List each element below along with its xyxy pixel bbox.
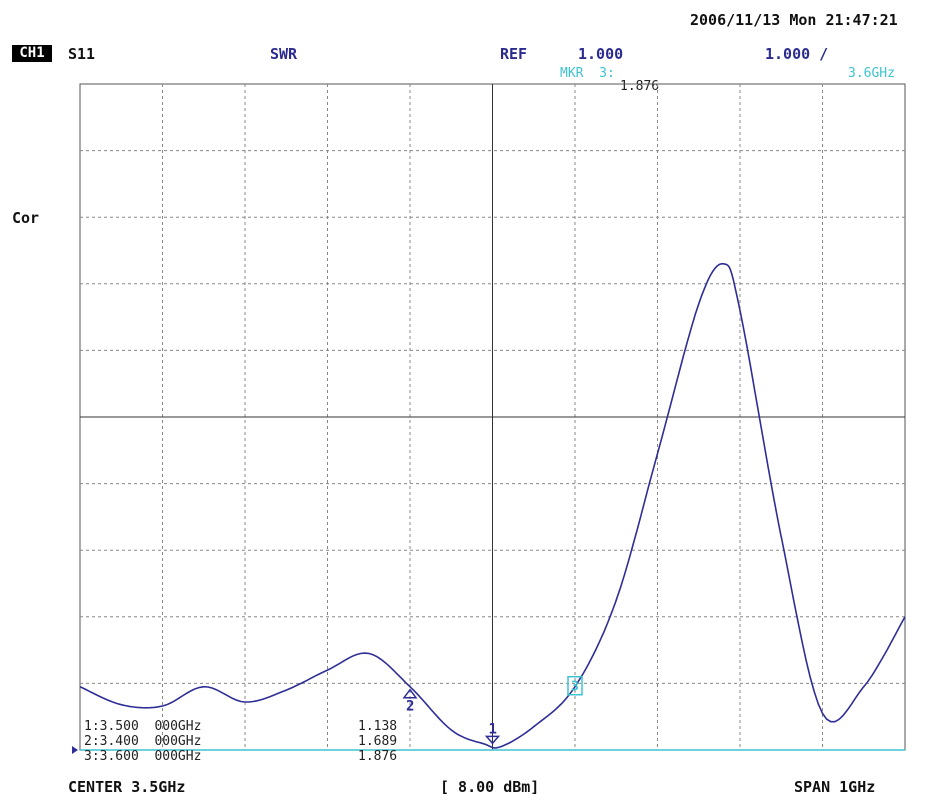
marker-table-row-3-label: 3:3.600 000GHz xyxy=(84,749,202,764)
ref-label: REF xyxy=(500,45,528,63)
channel-badge[interactable]: CH1 xyxy=(12,45,52,62)
marker-3-number: 3 xyxy=(571,680,579,695)
source-power[interactable]: [ 8.00 dBm] xyxy=(440,778,540,796)
scale-value[interactable]: 1.000 / xyxy=(765,45,829,63)
markers: 1 2 3 xyxy=(402,675,583,745)
marker-table-row-1-value: 1.138 xyxy=(358,719,398,734)
marker-2: 2 xyxy=(402,688,418,715)
ref-value[interactable]: 1.000 xyxy=(578,45,624,63)
parameter-label[interactable]: S11 xyxy=(68,45,96,63)
graticule xyxy=(79,83,906,751)
span-frequency[interactable]: SPAN 1GHz xyxy=(794,778,876,796)
reference-pointer-icon xyxy=(72,746,78,754)
datetime: 2006/11/13 Mon 21:47:21 xyxy=(690,11,898,29)
marker-3-active: 3 xyxy=(567,675,583,696)
marker-2-triangle xyxy=(402,688,418,699)
marker-1-number: 1 xyxy=(489,721,497,737)
marker-1: 1 xyxy=(484,721,501,745)
marker-table-row-3-value: 1.876 xyxy=(358,749,398,764)
marker-3-box xyxy=(567,675,583,696)
swr-trace xyxy=(79,262,906,749)
marker-table-row-2-value: 1.689 xyxy=(358,734,398,749)
marker-table-row-1-label: 1:3.500 000GHz xyxy=(84,719,202,734)
marker-1-triangle xyxy=(484,735,501,745)
marker-value: 1.876 xyxy=(620,79,660,94)
marker-label: MKR 3: xyxy=(560,66,615,81)
marker-table-row-2-label: 2:3.400 000GHz xyxy=(84,734,202,749)
marker-2-number: 2 xyxy=(406,699,414,715)
correction-label: Cor xyxy=(12,209,40,227)
center-frequency[interactable]: CENTER 3.5GHz xyxy=(68,778,186,796)
format-label[interactable]: SWR xyxy=(270,45,298,63)
marker-freq: 3.6GHz xyxy=(848,66,895,81)
